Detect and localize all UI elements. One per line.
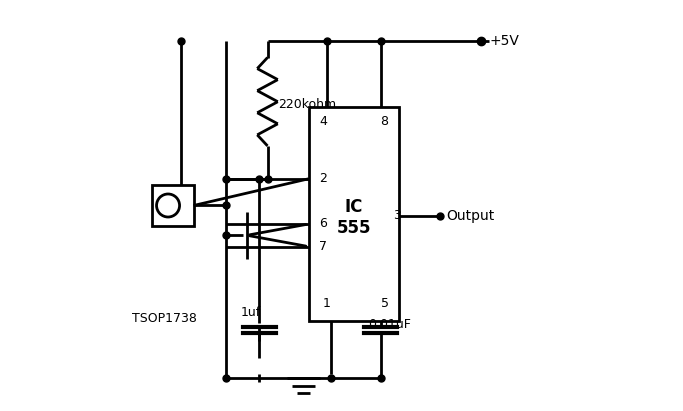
Text: 0.01uF: 0.01uF [368, 318, 411, 331]
Bar [152, 185, 193, 226]
Text: 8: 8 [380, 115, 389, 128]
Bar [309, 107, 399, 321]
Text: 1uf: 1uf [241, 306, 261, 319]
Text: 6: 6 [319, 217, 326, 231]
Text: 3: 3 [393, 209, 401, 222]
Text: Output: Output [446, 209, 494, 223]
Text: IC
555: IC 555 [337, 199, 371, 237]
Text: 220kohm: 220kohm [278, 98, 336, 111]
Text: 5: 5 [380, 297, 389, 310]
Text: +5V: +5V [490, 34, 519, 48]
Text: 4: 4 [319, 115, 326, 128]
Text: TSOP1738: TSOP1738 [133, 312, 197, 326]
Text: 7: 7 [319, 240, 327, 253]
Text: 1: 1 [323, 297, 331, 310]
Text: 2: 2 [319, 172, 326, 185]
Circle shape [156, 194, 180, 217]
